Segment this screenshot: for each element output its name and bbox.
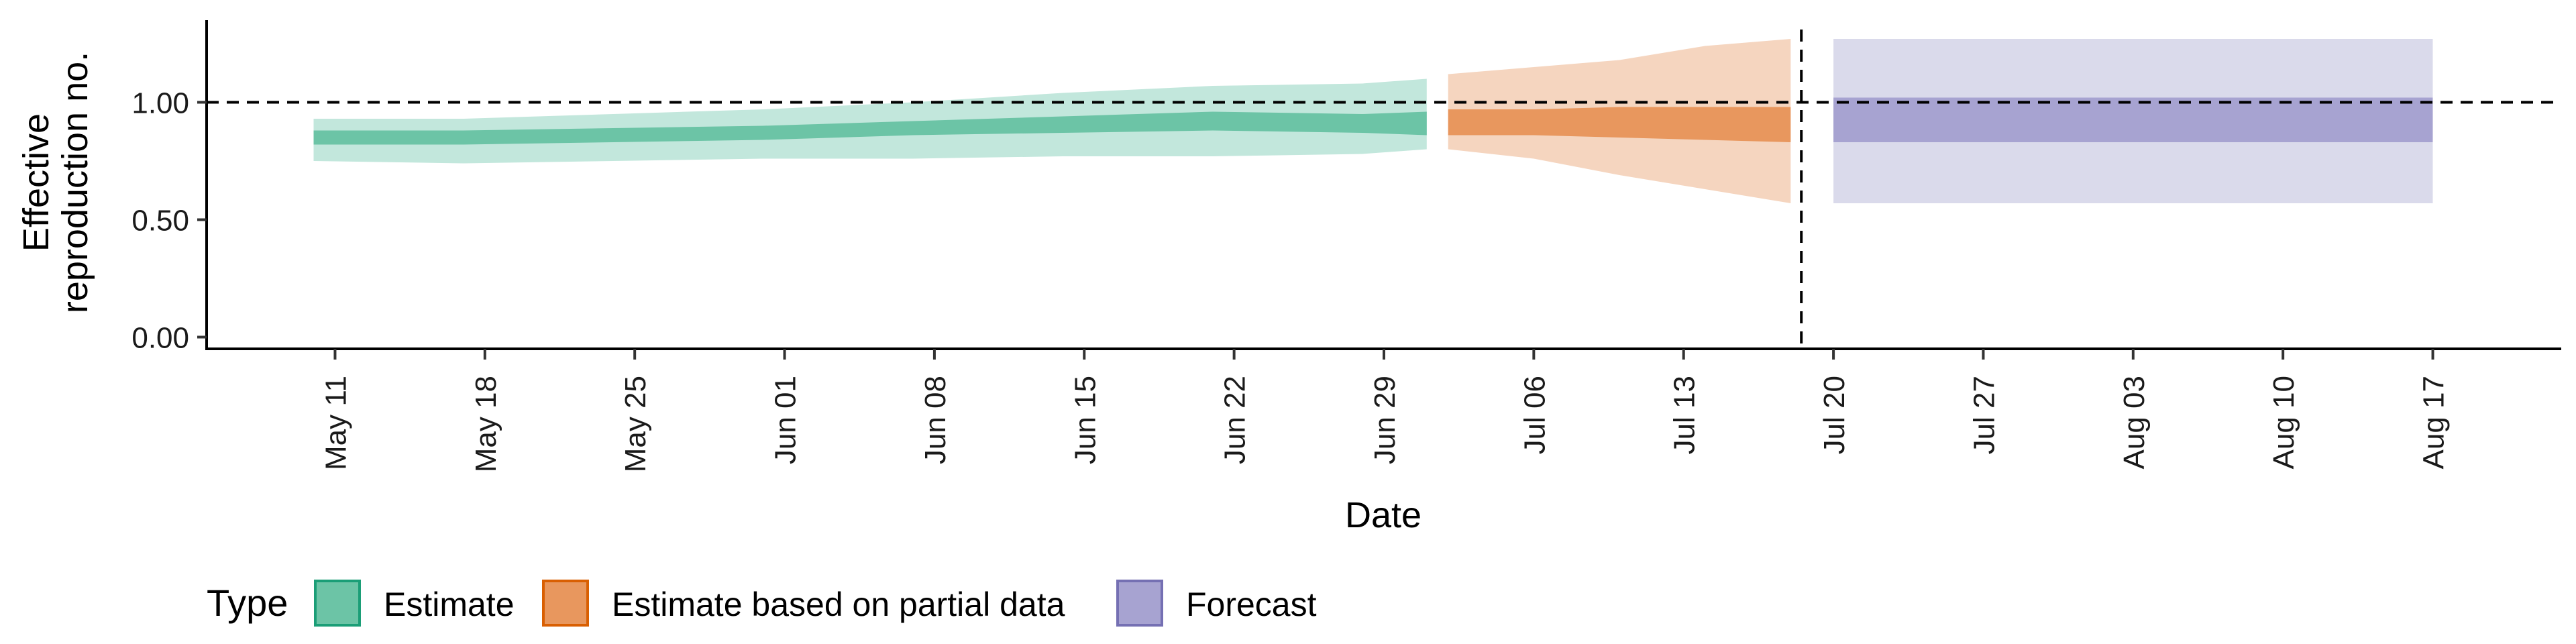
y-ticks: 0.00 0.50 1.00 <box>131 87 207 355</box>
estimate-based-on-partial-data-inner-band <box>1448 107 1791 142</box>
x-tick-label: Aug 10 <box>2267 376 2300 469</box>
x-tick-label: May 11 <box>320 376 353 470</box>
x-tick-label: Jun 22 <box>1219 376 1252 464</box>
y-axis-title-line-1: Effective <box>16 113 56 252</box>
x-tick-label: May 25 <box>619 376 652 472</box>
y-tick-label: 0.50 <box>131 205 189 237</box>
legend-label-estimate-based-on-partial-data: Estimate based on partial data <box>612 586 1065 623</box>
x-tick-label: Jun 08 <box>919 376 952 464</box>
x-tick-label: Aug 03 <box>2118 376 2151 469</box>
x-tick-label: Jul 27 <box>1968 376 2001 454</box>
legend-key-estimate-based-on-partial-data <box>542 580 589 627</box>
legend-label-estimate: Estimate <box>384 586 515 623</box>
legend-key-estimate <box>314 580 361 627</box>
x-tick-label: Jul 13 <box>1668 376 1701 454</box>
legend-title: Type <box>207 582 288 624</box>
legend-label-forecast: Forecast <box>1186 586 1317 623</box>
y-tick-label: 0.00 <box>131 322 189 355</box>
estimate-inner-band <box>313 111 1427 145</box>
x-tick-label: Jun 29 <box>1368 376 1401 464</box>
reference-lines <box>207 30 2561 349</box>
x-tick-label: Jun 01 <box>769 376 802 464</box>
y-tick-label: 1.00 <box>131 87 189 120</box>
x-ticks: May 11 May 18 May 25 Jun 01 Jun 08 Jun 15 Jun … <box>320 349 2451 472</box>
legend-key-forecast <box>1116 580 1163 627</box>
x-tick-label: Aug 17 <box>2418 376 2451 469</box>
forecast-inner-band <box>1833 97 2433 142</box>
x-tick-label: Jun 15 <box>1069 376 1102 464</box>
x-tick-label: Jul 20 <box>1818 376 1851 454</box>
x-tick-label: Jul 06 <box>1518 376 1551 454</box>
band-layer <box>313 39 2433 203</box>
legend: Type Estimate Estimate based on partial d… <box>207 580 1317 627</box>
x-tick-label: May 18 <box>470 376 502 472</box>
y-axis-title-line-2: reproduction no. <box>55 52 95 313</box>
x-axis-title: Date <box>1345 495 1421 535</box>
